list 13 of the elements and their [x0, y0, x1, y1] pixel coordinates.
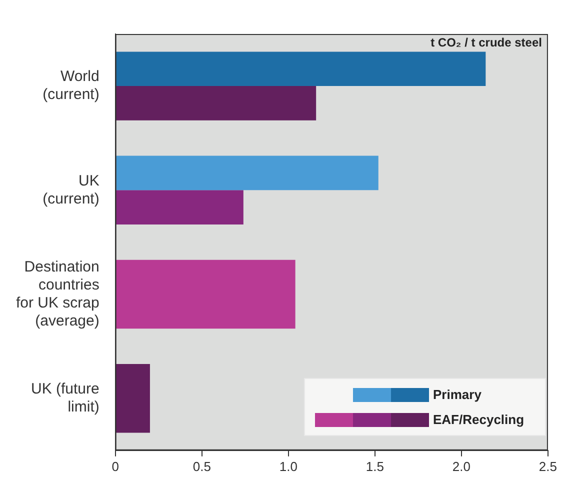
- y-tick-label: World (current): [42, 68, 100, 104]
- x-tick-label: 2.0: [452, 458, 470, 474]
- x-axis-title: t CO₂ / t crude steel: [430, 35, 542, 50]
- x-tick-label: 2.5: [538, 458, 558, 474]
- y-tick-label: UK (current): [42, 172, 100, 208]
- y-tick-label: Destination countries for UK scrap (average): [16, 258, 100, 330]
- x-tick-label: 0.5: [192, 458, 211, 474]
- legend-label: Primary: [433, 387, 482, 402]
- x-tick-label: 1.5: [366, 458, 384, 474]
- legend-label: EAF/Recycling: [433, 412, 526, 427]
- x-tick-label: 0: [112, 458, 119, 474]
- x-tick-label: 1.0: [279, 458, 298, 474]
- y-tick-label: UK (future limit): [31, 380, 100, 416]
